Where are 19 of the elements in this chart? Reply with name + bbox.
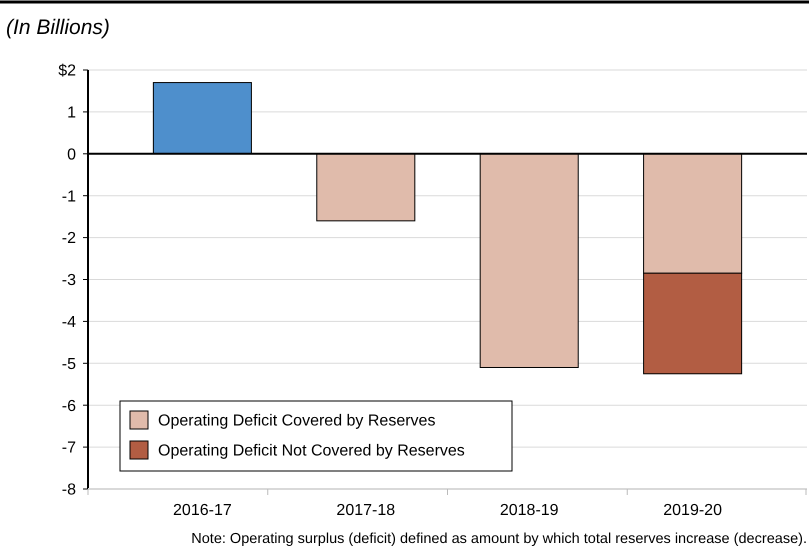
y-tick-label: 0 bbox=[67, 146, 76, 164]
y-tick-label: -4 bbox=[62, 314, 76, 331]
y-tick-label: 1 bbox=[67, 104, 76, 122]
y-tick-label: -3 bbox=[62, 272, 76, 290]
legend-label: Operating Deficit Covered by Reserves bbox=[158, 412, 436, 430]
x-tick-label: 2019-20 bbox=[663, 502, 722, 519]
x-tick-label: 2016-17 bbox=[173, 502, 232, 519]
x-tick-label: 2017-18 bbox=[336, 502, 396, 519]
legend-label: Operating Deficit Not Covered by Reserves bbox=[158, 442, 465, 460]
y-tick-label: -8 bbox=[62, 482, 76, 499]
y-tick-label: -5 bbox=[62, 356, 76, 373]
y-tick-label: -6 bbox=[62, 398, 76, 415]
y-tick-label: -2 bbox=[62, 230, 76, 248]
y-tick-label: -1 bbox=[62, 188, 76, 206]
y-tick-label: $2 bbox=[58, 62, 76, 80]
chart-title: (In Billions) bbox=[6, 16, 110, 39]
text: Note: Operating surplus (deficit) defined as amount by which total reserves increase (decrease). bbox=[191, 531, 807, 547]
x-tick-label: 2018-19 bbox=[500, 502, 559, 519]
y-tick-label: -7 bbox=[62, 440, 76, 457]
